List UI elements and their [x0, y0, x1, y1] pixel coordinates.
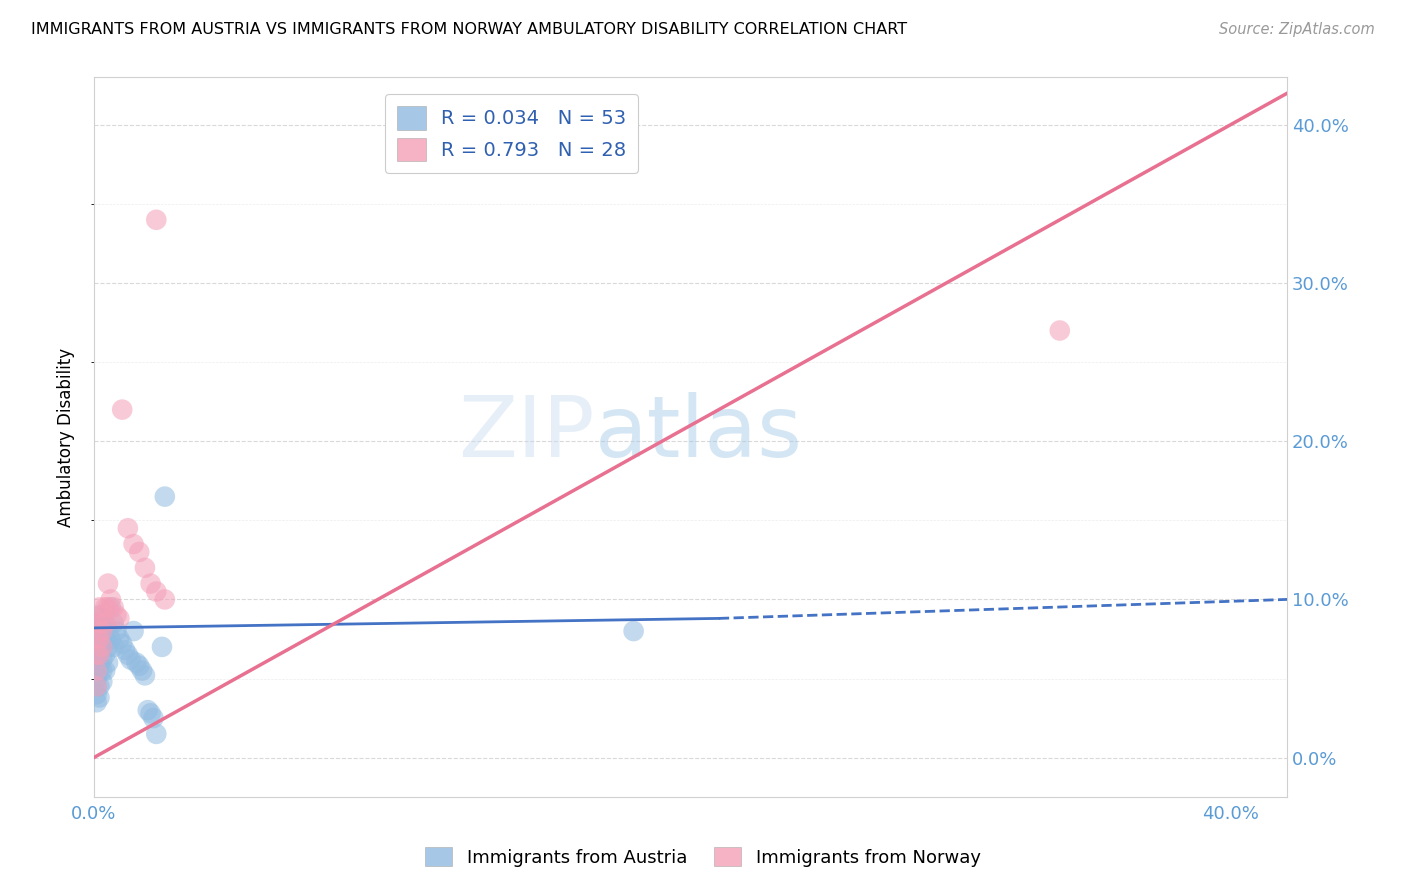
Point	[86, 680, 108, 694]
Point	[120, 652, 142, 666]
Point	[134, 668, 156, 682]
Point	[86, 672, 108, 686]
Point	[86, 656, 108, 670]
Point	[91, 640, 114, 654]
Point	[139, 576, 162, 591]
Text: Source: ZipAtlas.com: Source: ZipAtlas.com	[1219, 22, 1375, 37]
Point	[91, 624, 114, 638]
Point	[91, 608, 114, 623]
Point	[111, 637, 134, 651]
Point	[145, 584, 167, 599]
Point	[91, 611, 114, 625]
Point	[108, 632, 131, 646]
Point	[94, 616, 117, 631]
Y-axis label: Ambulatory Disability: Ambulatory Disability	[58, 348, 75, 527]
Point	[86, 664, 108, 678]
Point	[86, 637, 108, 651]
Point	[86, 695, 108, 709]
Point	[89, 616, 111, 631]
Point	[128, 658, 150, 673]
Point	[114, 643, 136, 657]
Point	[97, 640, 120, 654]
Point	[131, 664, 153, 678]
Point	[97, 600, 120, 615]
Point	[91, 674, 114, 689]
Point	[91, 624, 114, 638]
Point	[89, 600, 111, 615]
Point	[89, 621, 111, 635]
Point	[97, 624, 120, 638]
Point	[91, 664, 114, 678]
Point	[153, 592, 176, 607]
Point	[86, 632, 108, 646]
Point	[89, 643, 111, 657]
Point	[105, 608, 128, 623]
Point	[89, 648, 111, 662]
Point	[89, 632, 111, 646]
Point	[94, 600, 117, 615]
Point	[139, 706, 162, 721]
Point	[105, 624, 128, 638]
Point	[1049, 324, 1071, 338]
Point	[94, 648, 117, 662]
Point	[86, 616, 108, 631]
Point	[94, 616, 117, 631]
Point	[125, 656, 148, 670]
Point	[86, 648, 108, 662]
Point	[86, 664, 108, 678]
Point	[136, 703, 159, 717]
Text: ZIP: ZIP	[458, 392, 595, 475]
Point	[100, 632, 122, 646]
Point	[100, 592, 122, 607]
Point	[86, 648, 108, 662]
Point	[91, 640, 114, 654]
Legend: R = 0.034   N = 53, R = 0.793   N = 28: R = 0.034 N = 53, R = 0.793 N = 28	[385, 95, 638, 173]
Point	[89, 656, 111, 670]
Point	[122, 624, 145, 638]
Point	[108, 611, 131, 625]
Point	[103, 600, 125, 615]
Point	[103, 616, 125, 631]
Point	[97, 576, 120, 591]
Point	[153, 490, 176, 504]
Point	[145, 727, 167, 741]
Point	[94, 664, 117, 678]
Point	[100, 600, 122, 615]
Point	[97, 656, 120, 670]
Point	[86, 680, 108, 694]
Point	[86, 616, 108, 631]
Point	[142, 711, 165, 725]
Point	[91, 652, 114, 666]
Point	[145, 212, 167, 227]
Point	[111, 402, 134, 417]
Point	[623, 624, 645, 638]
Point	[89, 632, 111, 646]
Legend: Immigrants from Austria, Immigrants from Norway: Immigrants from Austria, Immigrants from…	[418, 840, 988, 874]
Point	[94, 632, 117, 646]
Text: atlas: atlas	[595, 392, 803, 475]
Point	[89, 664, 111, 678]
Point	[117, 521, 139, 535]
Point	[86, 627, 108, 641]
Point	[86, 687, 108, 701]
Point	[150, 640, 173, 654]
Point	[128, 545, 150, 559]
Point	[89, 680, 111, 694]
Point	[89, 608, 111, 623]
Point	[117, 648, 139, 662]
Point	[134, 561, 156, 575]
Point	[103, 640, 125, 654]
Point	[122, 537, 145, 551]
Point	[89, 690, 111, 705]
Text: IMMIGRANTS FROM AUSTRIA VS IMMIGRANTS FROM NORWAY AMBULATORY DISABILITY CORRELAT: IMMIGRANTS FROM AUSTRIA VS IMMIGRANTS FR…	[31, 22, 907, 37]
